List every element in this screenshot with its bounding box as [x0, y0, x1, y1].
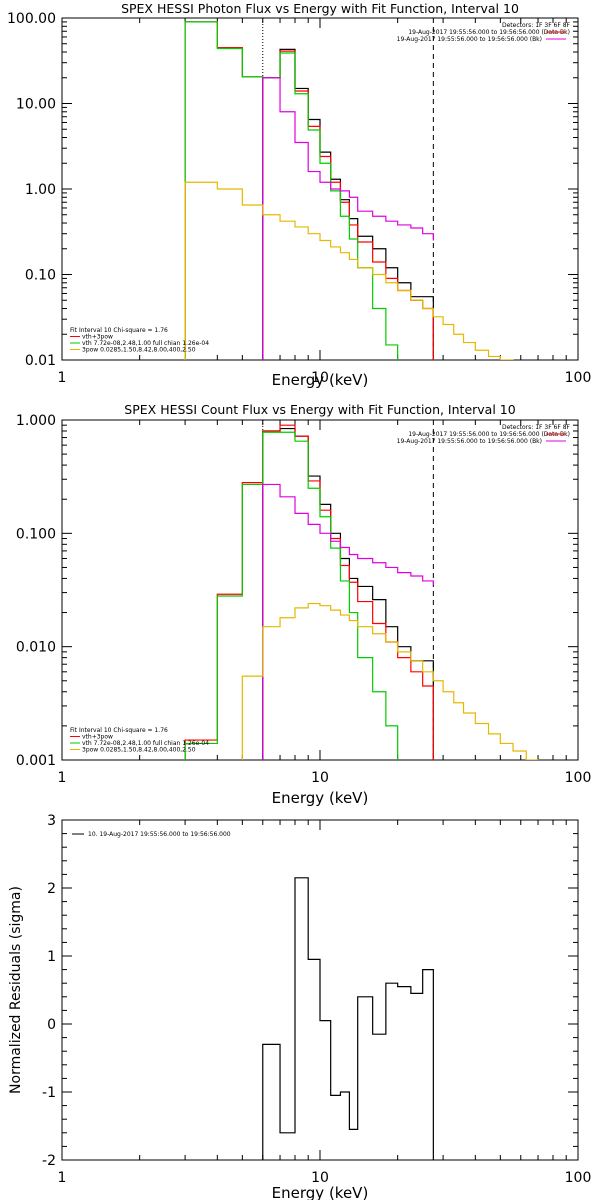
count-flux-panel: 1 10 100 0.001 0.010 0.100 1.000 SPEX HESSI Cou…: [16, 402, 591, 807]
legend-entry: vth 7.72e-08,2.48,1.00 full chian 1.26e-…: [82, 340, 209, 347]
y-tick-label: 3: [47, 813, 56, 829]
x-tick-label: 100: [565, 1170, 592, 1186]
plot-frame: [61, 17, 579, 361]
spectrum-series: [184, 21, 399, 360]
chart-title: SPEX HESSI Count Flux vs Energy with Fit…: [124, 402, 515, 417]
x-tick-label: 1: [58, 1170, 67, 1186]
y-tick-label: -1: [42, 1085, 56, 1101]
x-tick-label: 1: [58, 770, 67, 786]
x-axis-label: Energy (keV): [272, 1184, 369, 1200]
spectrum-series: [184, 181, 514, 360]
legend-entry: 19-Aug-2017 19:55:56.000 to 19:56:56.000…: [397, 438, 542, 445]
y-tick-label: 0: [47, 1017, 56, 1033]
legend-entry: 19-Aug-2017 19:55:56.000 to 19:56:56.000…: [408, 431, 570, 438]
spectrum-series: [184, 431, 399, 760]
legend-entry: 10. 19-Aug-2017 19:55:56.000 to 19:56:56…: [88, 831, 231, 838]
legend-entry: 3pow 0.0285,1.50,8.42,8.00,400,2.50: [82, 347, 196, 354]
spectrum-series: [262, 483, 434, 760]
chart-title: SPEX HESSI Photon Flux vs Energy with Fi…: [121, 1, 519, 16]
spectrum-series: [262, 77, 434, 360]
legend-entry: 3pow 0.0285,1.50,8.42,8.00,400,2.50: [82, 747, 196, 754]
y-tick-label: 0.100: [16, 526, 56, 542]
legend-entry: 19-Aug-2017 19:55:56.000 to 19:56:56.000…: [397, 36, 542, 43]
legend-entry: Fit Interval 10 Chi-square = 1.76: [70, 727, 168, 734]
x-tick-label: 10: [311, 770, 329, 786]
spectrum-series: [262, 877, 434, 1160]
y-tick-label: 0.10: [25, 268, 56, 284]
y-tick-label: 2: [47, 881, 56, 897]
y-tick-label: 1.00: [25, 182, 56, 198]
plot-frame: [61, 419, 579, 761]
y-tick-label: 1: [47, 949, 56, 965]
legend-entry: vth 7.72e-08,2.48,1.00 full chian 1.26e-…: [82, 740, 209, 747]
spectrum-series: [262, 48, 434, 360]
legend-entry: Fit Interval 10 Chi-square = 1.76: [70, 327, 168, 334]
x-tick-label: 1: [58, 370, 67, 386]
spectrum-series: [262, 427, 434, 760]
residuals-panel: 1 10 100 -2 -1 0 1 2 3 Energy (keV) Normalized Res…: [8, 813, 591, 1200]
y-tick-label: -2: [42, 1153, 56, 1169]
legend-entry: 19-Aug-2017 19:55:56.000 to 19:56:56.000…: [408, 29, 570, 36]
y-tick-label: 0.010: [16, 640, 56, 656]
y-tick-label: 0.001: [16, 753, 56, 769]
x-tick-label: 100: [565, 370, 592, 386]
x-axis-label: Energy (keV): [272, 371, 369, 389]
spectrum-series: [241, 602, 539, 760]
legend-entry: Detectors: 1F 3F 6F 8F: [502, 424, 571, 431]
y-tick-label: 10.00: [16, 97, 56, 113]
legend-entry: vth+3pow: [82, 734, 113, 741]
spectrum-series: [184, 21, 434, 360]
legend-entry: vth+3pow: [82, 334, 113, 341]
spectrum-series: [184, 424, 434, 760]
x-axis-label: Energy (keV): [272, 789, 369, 807]
y-tick-label: 1.000: [16, 413, 56, 429]
photon-flux-panel: 1 10 100 0.01 0.10 1.00 10.00 100.00 SPEX HESSI …: [7, 1, 591, 389]
y-tick-label: 0.01: [25, 353, 56, 369]
y-axis-label: Normalized Residuals (sigma): [8, 886, 24, 1094]
x-tick-label: 10: [311, 1170, 329, 1186]
x-tick-label: 100: [565, 770, 592, 786]
legend-entry: Detectors: 1F 3F 6F 8F: [502, 22, 571, 29]
x-tick-label: 10: [311, 370, 329, 386]
y-tick-label: 100.00: [7, 11, 56, 27]
